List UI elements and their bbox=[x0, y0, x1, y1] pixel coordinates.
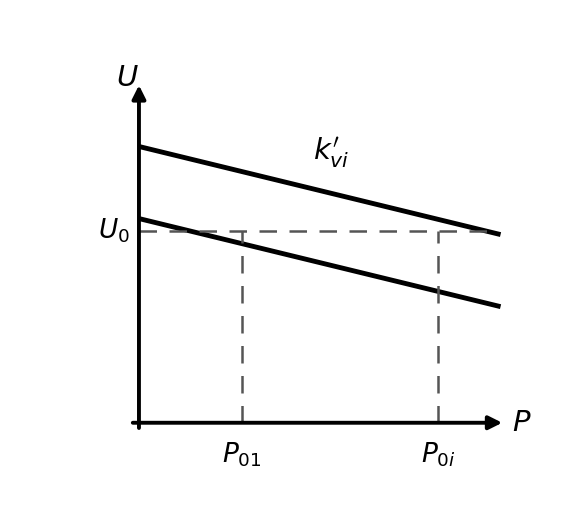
Text: $k^{\prime}_{vi}$: $k^{\prime}_{vi}$ bbox=[313, 136, 349, 171]
Text: $P_{0i}$: $P_{0i}$ bbox=[420, 441, 456, 469]
Text: $U$: $U$ bbox=[116, 64, 139, 93]
Text: $U_0$: $U_0$ bbox=[98, 216, 130, 245]
Text: $P$: $P$ bbox=[511, 409, 531, 437]
Text: $P_{01}$: $P_{01}$ bbox=[222, 441, 262, 469]
